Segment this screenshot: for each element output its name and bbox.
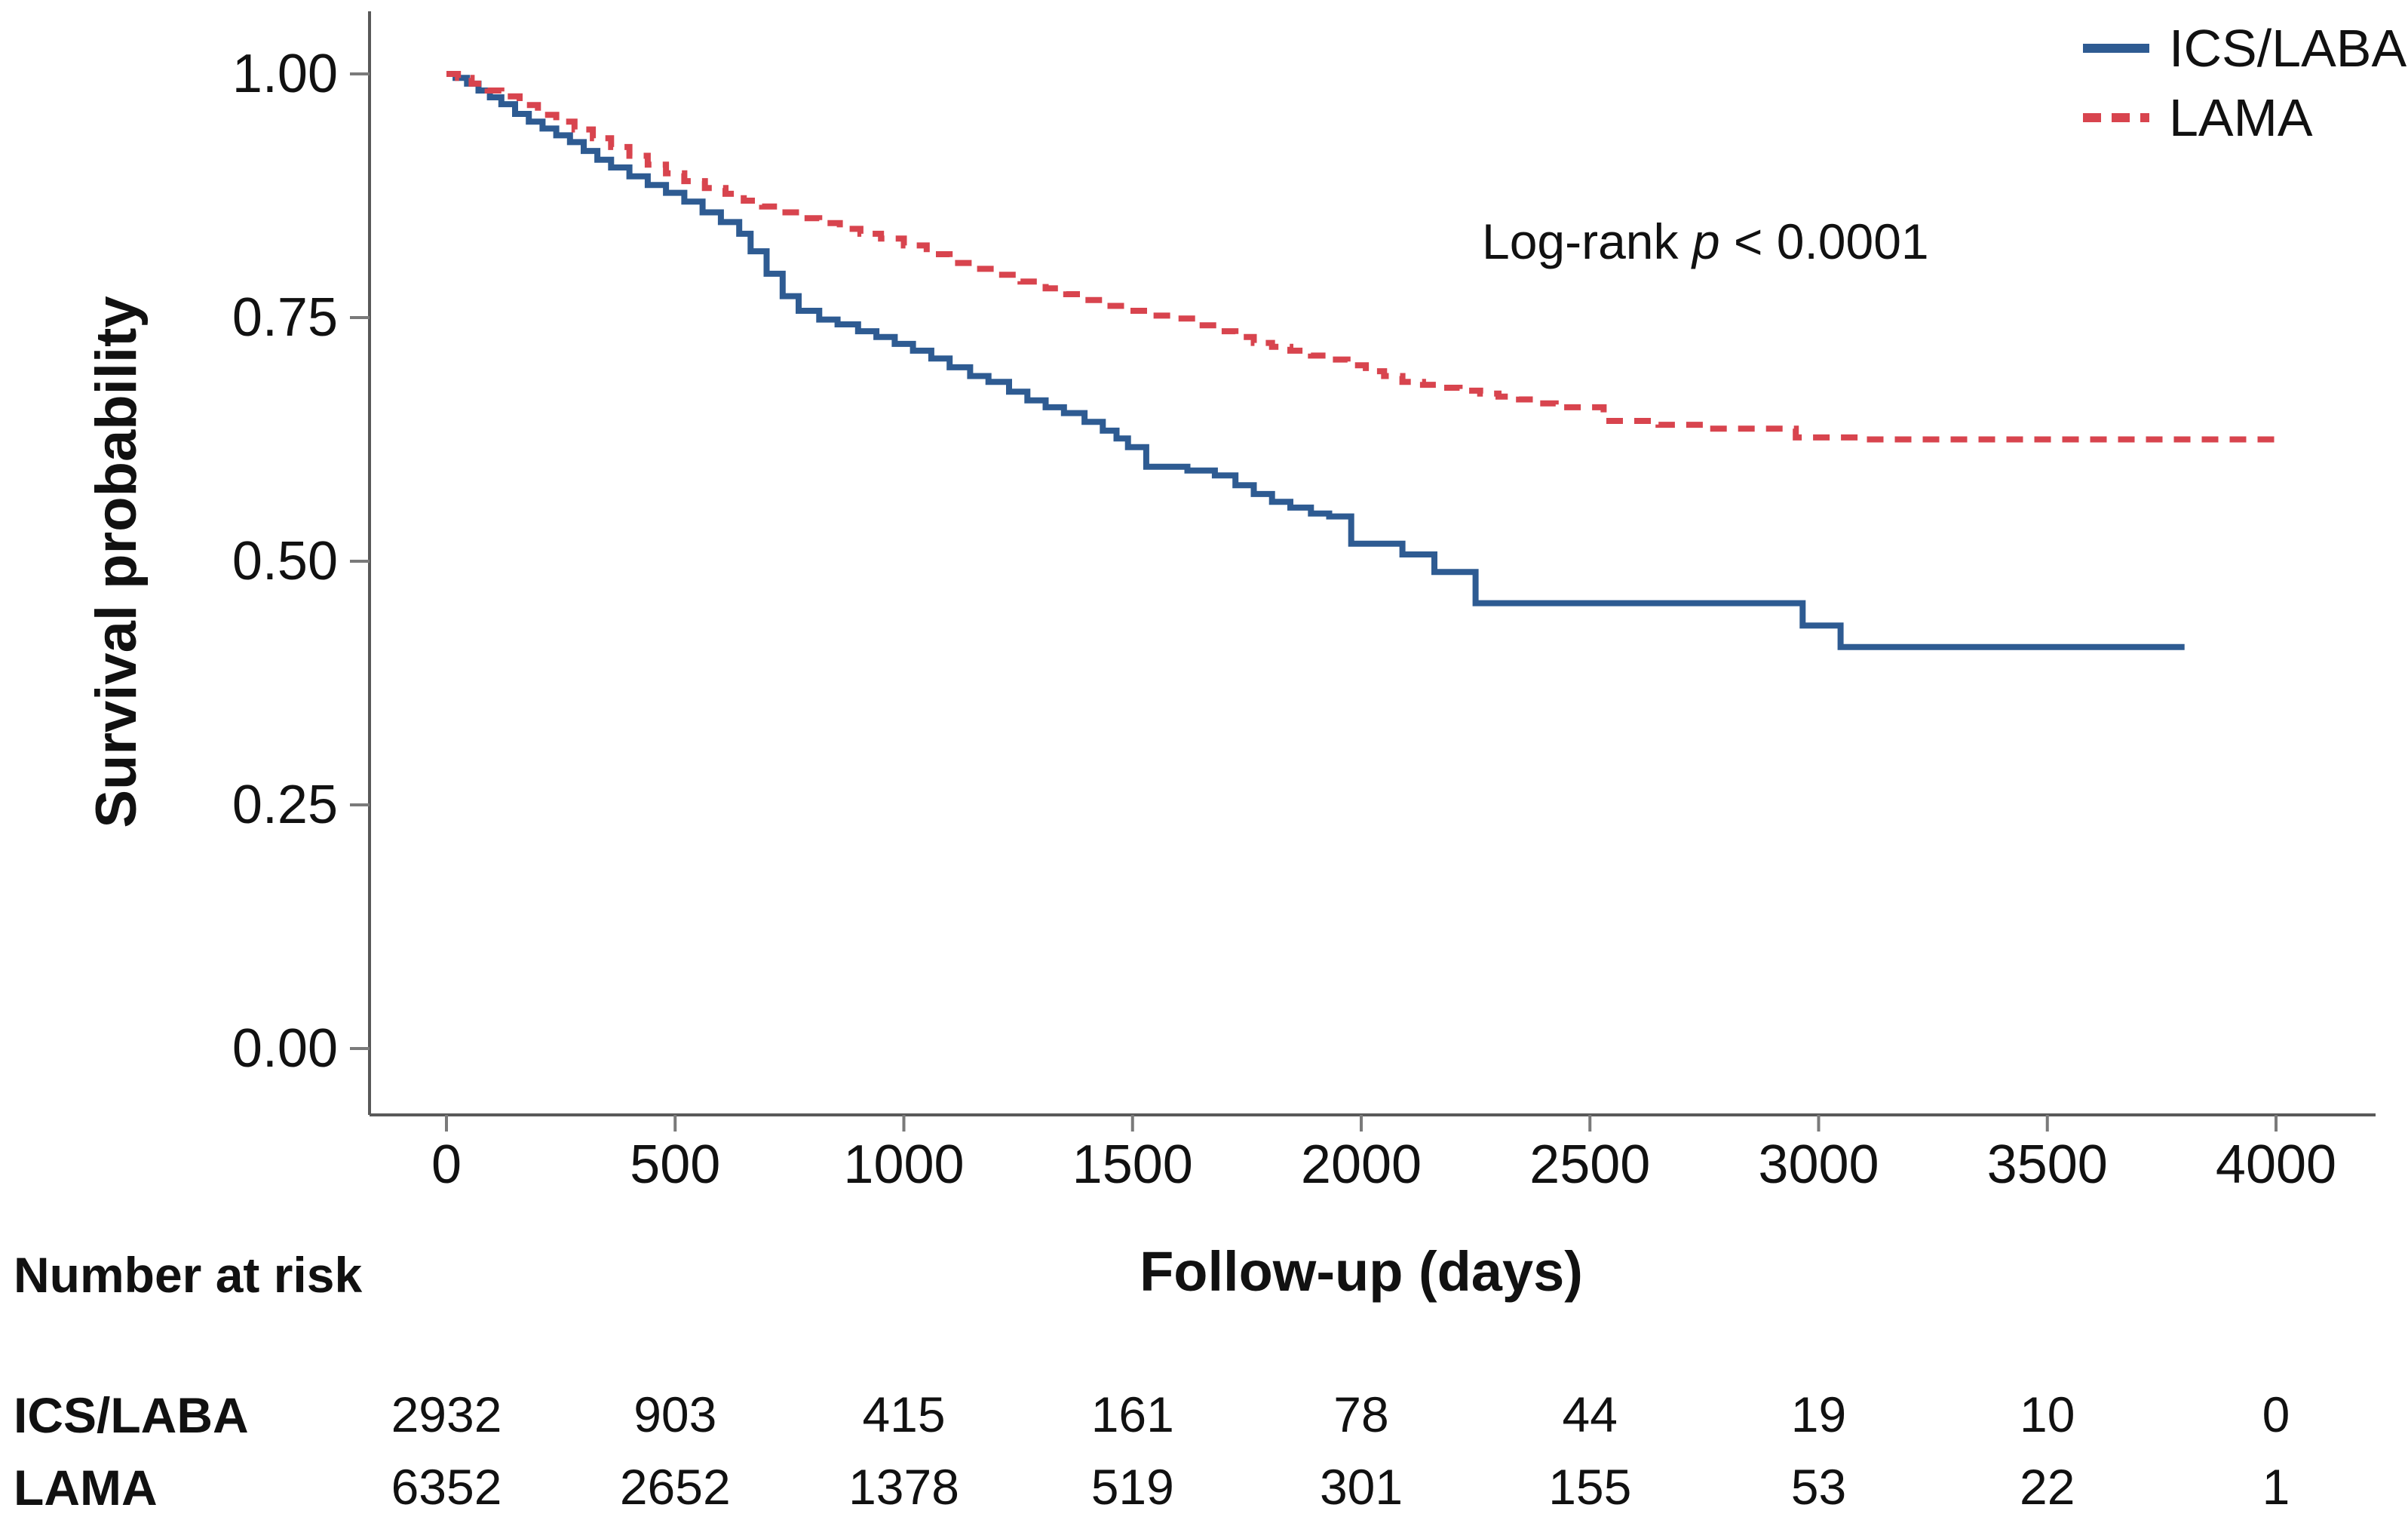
- risk-count-ics-laba: 78: [1333, 1386, 1389, 1442]
- x-tick-label: 1500: [1072, 1135, 1193, 1195]
- legend-item-lama: LAMA: [2083, 83, 2406, 152]
- legend-item-ics-laba: ICS/LABA: [2083, 14, 2406, 83]
- risk-count-ics-laba: 415: [862, 1386, 946, 1442]
- risk-count-ics-laba: 0: [2262, 1386, 2290, 1442]
- risk-count-lama: 519: [1091, 1459, 1174, 1515]
- risk-count-lama: 1: [2262, 1459, 2290, 1515]
- x-tick-label: 3000: [1758, 1135, 1879, 1195]
- y-tick-label: 0.00: [232, 1018, 338, 1079]
- risk-count-lama: 22: [2020, 1459, 2075, 1515]
- risk-table-header: Number at risk: [14, 1247, 363, 1303]
- risk-count-ics-laba: 44: [1562, 1386, 1618, 1442]
- y-tick-label: 0.75: [232, 287, 338, 348]
- log-rank-p-symbol: p: [1692, 213, 1720, 269]
- survival-curves: [446, 71, 2286, 650]
- risk-count-lama: 6352: [391, 1459, 502, 1515]
- axes: [350, 11, 2376, 1132]
- x-axis-title: Follow-up (days): [1140, 1240, 1583, 1303]
- y-tick-label: 0.50: [232, 531, 338, 591]
- risk-count-ics-laba: 161: [1091, 1386, 1174, 1442]
- y-tick-label: 1.00: [232, 44, 338, 104]
- risk-count-lama: 155: [1548, 1459, 1632, 1515]
- risk-count-lama: 2652: [619, 1459, 731, 1515]
- curve-lama: [446, 71, 2286, 443]
- log-rank-annotation: Log-rank p < 0.0001: [1482, 213, 1929, 270]
- x-tick-label: 3500: [1986, 1135, 2108, 1195]
- x-tick-label: 2500: [1529, 1135, 1651, 1195]
- log-rank-value: < 0.0001: [1719, 213, 1929, 269]
- lama-dashed-line-swatch: [2083, 113, 2149, 122]
- risk-count-ics-laba: 2932: [391, 1386, 502, 1442]
- legend-label-ics-laba: ICS/LABA: [2169, 19, 2407, 78]
- x-tick-label: 4000: [2215, 1135, 2337, 1195]
- log-rank-prefix: Log-rank: [1482, 213, 1692, 269]
- curve-ics-laba: [446, 71, 2185, 650]
- x-tick-label: 500: [630, 1135, 721, 1195]
- risk-row-label-ics-laba: ICS/LABA: [14, 1387, 249, 1443]
- risk-count-ics-laba: 903: [633, 1386, 717, 1442]
- legend: ICS/LABA LAMA: [2083, 14, 2406, 152]
- risk-count-lama: 53: [1790, 1459, 1847, 1515]
- x-tick-label: 2000: [1300, 1135, 1422, 1195]
- risk-count-ics-laba: 19: [1790, 1386, 1847, 1442]
- risk-count-ics-laba: 10: [2020, 1386, 2075, 1442]
- x-tick-label: 1000: [843, 1135, 965, 1195]
- risk-row-label-lama: LAMA: [14, 1460, 158, 1515]
- y-axis-title: Survival probability: [84, 296, 149, 828]
- x-tick-label: 0: [431, 1135, 462, 1195]
- risk-count-lama: 301: [1319, 1459, 1403, 1515]
- risk-count-lama: 1378: [848, 1459, 959, 1515]
- ics-laba-solid-line-swatch: [2083, 44, 2149, 53]
- y-tick-label: 0.25: [232, 775, 338, 835]
- legend-label-lama: LAMA: [2169, 88, 2313, 147]
